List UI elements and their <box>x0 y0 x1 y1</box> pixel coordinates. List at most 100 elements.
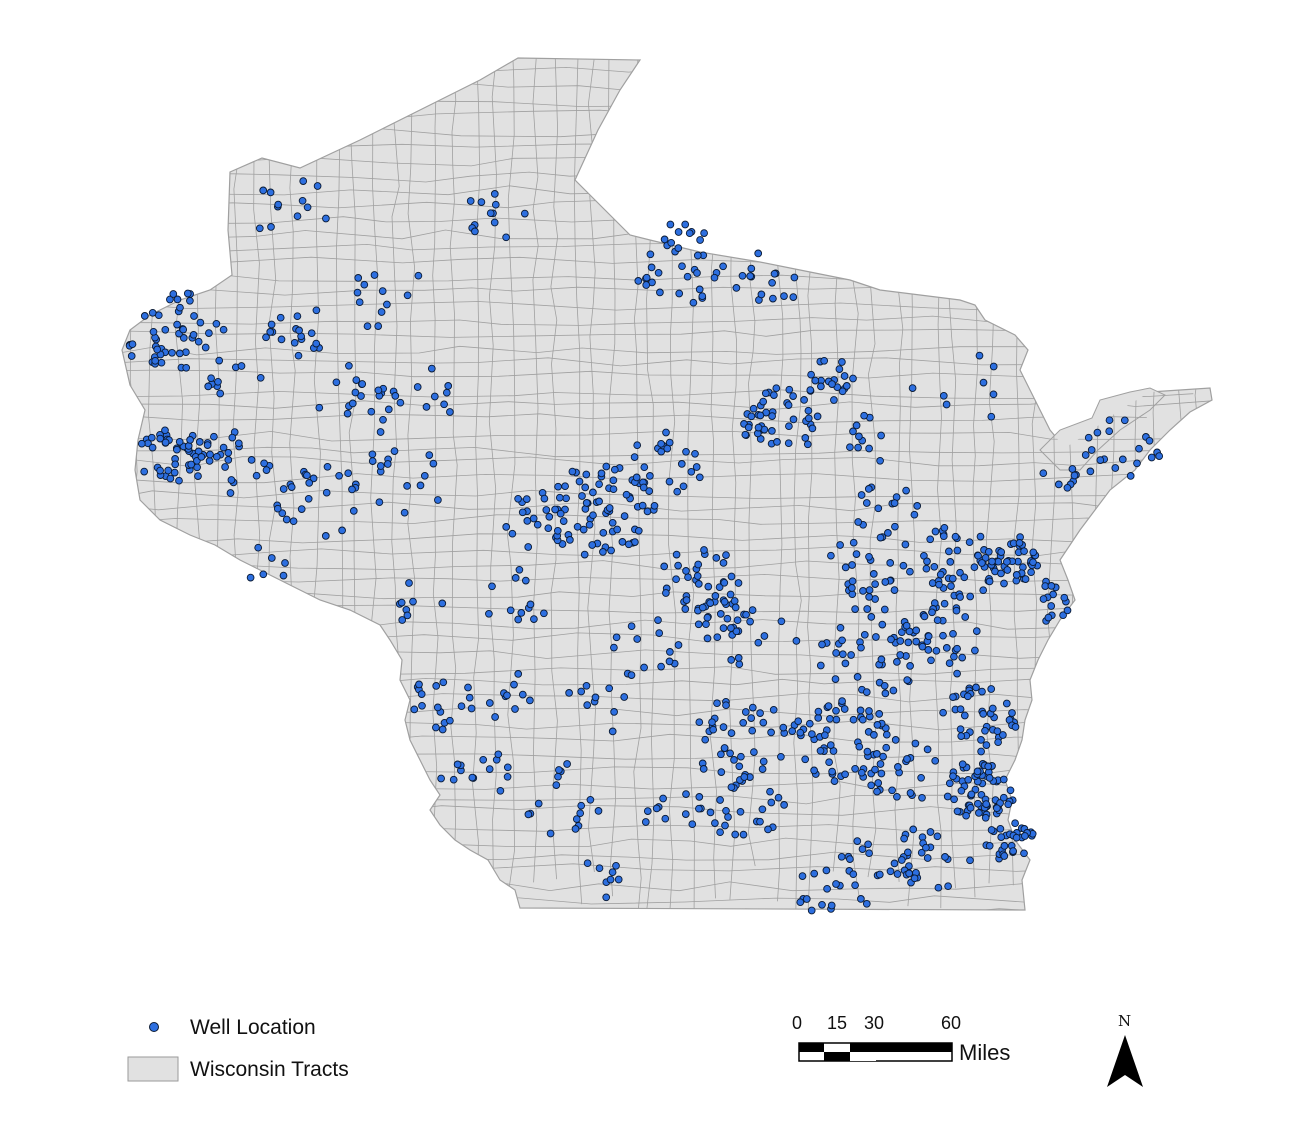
well-location-point <box>403 611 412 620</box>
well-location-point <box>561 482 569 491</box>
well-location-point <box>706 599 715 607</box>
well-location-point <box>523 517 532 525</box>
well-location-point <box>924 646 933 654</box>
well-location-point <box>966 592 975 601</box>
well-location-point <box>788 727 797 735</box>
well-location-point <box>638 501 647 510</box>
well-location-point <box>526 600 535 609</box>
well-location-point <box>293 312 302 321</box>
well-location-point <box>693 251 702 260</box>
well-location-point <box>430 392 439 401</box>
well-location-point <box>175 349 184 358</box>
well-location-point <box>610 708 618 716</box>
well-location-point <box>766 787 774 796</box>
well-location-point <box>987 412 996 421</box>
well-location-point <box>746 617 754 626</box>
well-location-point <box>321 532 330 540</box>
well-location-point <box>279 571 288 580</box>
well-location-point <box>689 298 698 307</box>
well-location-point <box>662 589 670 597</box>
well-location-point <box>857 643 865 652</box>
well-location-point <box>893 658 901 666</box>
well-location-point <box>595 864 604 873</box>
well-location-point <box>922 564 931 573</box>
well-location-point <box>1000 842 1009 850</box>
well-location-point <box>732 627 741 636</box>
well-location-point <box>841 770 849 779</box>
well-location-point <box>767 728 775 737</box>
tract-boundary-line <box>122 413 1147 424</box>
well-location-point <box>224 448 233 457</box>
well-location-point <box>849 870 858 879</box>
well-location-point <box>151 356 160 365</box>
well-location-point <box>810 869 819 878</box>
well-location-point <box>747 264 756 273</box>
well-location-point <box>427 364 436 373</box>
well-location-point <box>859 587 867 595</box>
well-location-point <box>367 407 376 416</box>
well-location-point <box>205 329 213 337</box>
well-location-point <box>774 793 783 802</box>
tract-boundary-line <box>122 430 1212 442</box>
well-location-point <box>905 869 913 878</box>
well-location-point <box>877 769 886 778</box>
well-location-point <box>609 476 618 485</box>
well-location-point <box>153 345 162 354</box>
well-location-point <box>827 901 836 910</box>
well-location-point <box>582 470 591 479</box>
well-location-point <box>984 547 993 556</box>
tract-boundary-line <box>122 489 1203 500</box>
well-location-point <box>684 573 692 582</box>
scale-tick-15: 15 <box>827 1013 848 1033</box>
well-location-point <box>857 491 866 499</box>
well-location-point <box>794 717 803 726</box>
well-location-point <box>682 596 691 604</box>
well-location-point <box>488 582 496 591</box>
well-location-point <box>599 528 608 537</box>
well-location-point <box>377 308 386 316</box>
well-location-point <box>175 437 184 446</box>
well-location-point <box>854 443 862 452</box>
well-location-point <box>911 739 920 748</box>
well-location-point <box>960 573 969 582</box>
well-location-point <box>807 370 815 379</box>
well-location-point <box>581 483 590 492</box>
well-location-point <box>1039 595 1048 603</box>
well-location-point <box>863 605 872 613</box>
well-location-point <box>840 705 849 713</box>
well-location-point <box>183 289 192 298</box>
well-location-point <box>656 288 664 297</box>
well-location-point <box>875 710 884 718</box>
well-location-point <box>1155 452 1164 460</box>
well-location-point <box>255 224 264 233</box>
well-location-point <box>816 746 825 755</box>
well-location-point <box>741 430 750 439</box>
well-location-point <box>161 325 170 334</box>
well-location-point <box>606 875 615 884</box>
well-location-point <box>965 538 974 547</box>
well-location-point <box>760 632 769 640</box>
well-location-point <box>646 472 654 480</box>
well-location-point <box>496 786 505 795</box>
well-location-point <box>822 866 831 875</box>
well-location-point <box>801 434 810 442</box>
well-location-point <box>1011 723 1020 731</box>
well-location-point <box>779 723 788 732</box>
well-location-point <box>878 620 887 629</box>
well-location-point <box>720 744 729 752</box>
well-location-point <box>949 693 957 701</box>
well-location-point <box>194 337 203 346</box>
well-location-point <box>490 190 499 198</box>
well-location-point <box>370 271 379 279</box>
well-location-point <box>976 532 985 541</box>
well-location-point <box>276 313 285 322</box>
well-location-point <box>622 490 631 499</box>
scale-tick-30: 30 <box>864 1013 885 1033</box>
well-location-point <box>966 803 975 812</box>
well-location-point <box>910 874 919 883</box>
well-location-point <box>632 473 641 482</box>
well-location-point <box>754 638 763 647</box>
well-location-point <box>731 603 740 612</box>
well-location-point <box>442 388 451 397</box>
well-location-point <box>695 473 704 482</box>
